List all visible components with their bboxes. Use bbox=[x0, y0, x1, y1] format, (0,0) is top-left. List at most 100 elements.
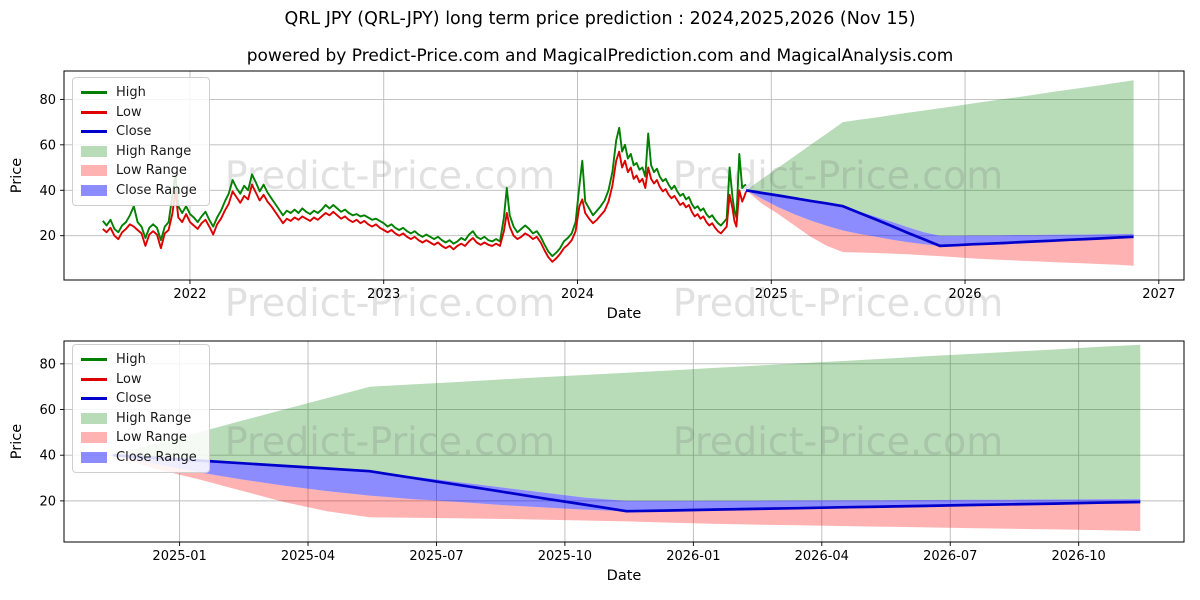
chart-forecast-detail: Predict-Price.com Predict-Price.com 2025-0… bbox=[9, 340, 1185, 584]
legend-item-low: Low bbox=[81, 103, 197, 123]
high-range-area bbox=[112, 344, 1141, 501]
swatch-color bbox=[81, 110, 107, 114]
watermark-row-chart: Predict-Price.com Predict-Price.com bbox=[225, 154, 1004, 198]
legend-label: Close Range bbox=[116, 182, 197, 198]
legend-item-low-range: Low Range bbox=[81, 161, 197, 181]
axes: 2025-01 2025-04 2025-07 2025-10 2026-01 2026-… bbox=[9, 357, 1106, 584]
legend-label: High Range bbox=[116, 143, 192, 159]
swatch-color bbox=[81, 91, 107, 95]
watermark-text: Predict-Price.com bbox=[673, 281, 1004, 325]
legend-patch-swatch bbox=[81, 412, 107, 424]
watermark-row-middle: Predict-Price.com Predict-Price.com bbox=[225, 281, 1004, 325]
grid bbox=[64, 341, 1184, 542]
x-tick-label: 2024 bbox=[561, 287, 594, 302]
close-line bbox=[112, 453, 1141, 513]
watermark-row-chart: Predict-Price.com Predict-Price.com bbox=[225, 420, 1004, 464]
y-tick-label: 40 bbox=[39, 184, 56, 199]
low-range-area bbox=[746, 190, 1134, 266]
legend-label: Low Range bbox=[116, 430, 187, 446]
legend-label: Low bbox=[116, 371, 142, 387]
y-axis-label: Price bbox=[9, 424, 25, 459]
high-line bbox=[102, 126, 747, 258]
x-axis-label: Date bbox=[607, 568, 642, 584]
x-tick-label: 2023 bbox=[367, 287, 400, 302]
chart-overview-with-history: Predict-Price.com Predict-Price.com 2022 20… bbox=[9, 70, 1185, 322]
legend-patch-swatch bbox=[81, 184, 107, 196]
swatch-color bbox=[81, 432, 107, 444]
swatch-color bbox=[81, 184, 107, 196]
low-line bbox=[102, 150, 747, 263]
legend-item-low-range: Low Range bbox=[81, 428, 197, 448]
swatch-color bbox=[81, 165, 107, 177]
x-tick-label: 2025-01 bbox=[152, 549, 206, 564]
legend-label: Close Range bbox=[116, 449, 197, 465]
watermark-text: Predict-Price.com bbox=[673, 154, 1004, 198]
swatch-color bbox=[81, 412, 107, 424]
axes: 2022 2023 2024 2025 2026 2027 20 40 60 80 Date Pric… bbox=[9, 93, 1175, 322]
legend-patch-swatch bbox=[81, 451, 107, 463]
low-range-area bbox=[112, 455, 1141, 531]
watermark-text: Predict-Price.com bbox=[225, 154, 556, 198]
watermark-text: Predict-Price.com bbox=[225, 420, 556, 464]
swatch-color bbox=[81, 130, 107, 134]
legend-patch-swatch bbox=[81, 432, 107, 444]
swatch-color bbox=[81, 397, 107, 401]
legend-line-swatch bbox=[81, 110, 107, 114]
close-line bbox=[745, 188, 1134, 248]
watermark-text: Predict-Price.com bbox=[673, 420, 1004, 464]
legend-line-swatch bbox=[81, 130, 107, 134]
x-tick-label: 2022 bbox=[173, 287, 206, 302]
legend-item-high-range: High Range bbox=[81, 409, 197, 429]
legend-label: Low bbox=[116, 104, 142, 120]
x-tick-label: 2027 bbox=[1142, 287, 1175, 302]
plot-border bbox=[63, 340, 1185, 543]
y-tick-label: 80 bbox=[39, 93, 56, 108]
legend-label: Low Range bbox=[116, 163, 187, 179]
y-tick-label: 60 bbox=[39, 138, 56, 153]
close-range-area bbox=[746, 190, 1134, 246]
legend-item-close: Close bbox=[81, 389, 197, 409]
y-tick-label: 40 bbox=[39, 449, 56, 464]
y-tick-label: 80 bbox=[39, 357, 56, 372]
legend-item-close-range: Close Range bbox=[81, 181, 197, 201]
high-range-area bbox=[746, 80, 1134, 236]
x-tick-label: 2026-10 bbox=[1052, 549, 1106, 564]
swatch-color bbox=[81, 451, 107, 463]
y-tick-label: 60 bbox=[39, 403, 56, 418]
legend-item-high: High bbox=[81, 350, 197, 370]
x-tick-label: 2026-04 bbox=[795, 549, 849, 564]
x-tick-label: 2026 bbox=[948, 287, 981, 302]
page-subtitle: powered by Predict-Price.com and Magical… bbox=[246, 46, 954, 66]
swatch-color bbox=[81, 358, 107, 362]
legend-item-high: High bbox=[81, 83, 197, 103]
page-title: QRL JPY (QRL-JPY) long term price predic… bbox=[284, 9, 916, 29]
y-tick-label: 20 bbox=[39, 494, 56, 509]
swatch-color bbox=[81, 377, 107, 381]
legend-label: Close bbox=[116, 391, 152, 407]
legend-label: High Range bbox=[116, 410, 192, 426]
legend-patch-swatch bbox=[81, 145, 107, 157]
x-tick-label: 2025 bbox=[755, 287, 788, 302]
x-tick-label: 2025-07 bbox=[409, 549, 463, 564]
swatch-color bbox=[81, 145, 107, 157]
x-tick-label: 2025-10 bbox=[538, 549, 592, 564]
legend-line-swatch bbox=[81, 397, 107, 401]
legend-item-low: Low bbox=[81, 370, 197, 390]
watermark-text: Predict-Price.com bbox=[225, 281, 556, 325]
legend-line-swatch bbox=[81, 91, 107, 95]
plot-border bbox=[63, 70, 1185, 281]
legend-label: High bbox=[116, 85, 146, 101]
y-axis-label: Price bbox=[9, 158, 25, 193]
x-tick-label: 2026-01 bbox=[666, 549, 720, 564]
legend-line-swatch bbox=[81, 377, 107, 381]
legend-label: Close bbox=[116, 124, 152, 140]
legend-item-close-range: Close Range bbox=[81, 448, 197, 468]
x-tick-label: 2026-07 bbox=[923, 549, 977, 564]
legend-item-high-range: High Range bbox=[81, 142, 197, 162]
legend-item-close: Close bbox=[81, 122, 197, 142]
legend-bottom-chart: High Low Close High Range Low Range Close Ran… bbox=[72, 344, 210, 473]
legend-top-chart: High Low Close High Range Low Range Close Ran… bbox=[72, 77, 210, 206]
legend-patch-swatch bbox=[81, 165, 107, 177]
